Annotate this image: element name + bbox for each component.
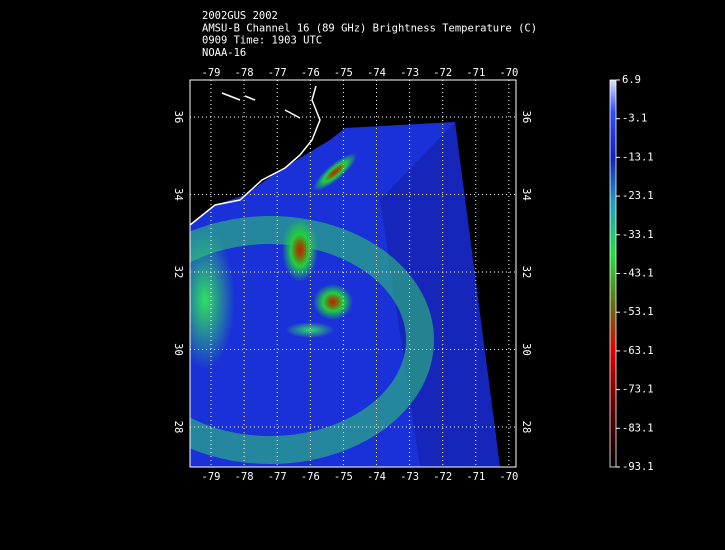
lon-label: -77 (268, 67, 287, 79)
colorbar-label: -13.1 (622, 151, 654, 163)
lon-label: -73 (400, 471, 419, 483)
lon-label: -75 (334, 471, 353, 483)
lon-label: -71 (466, 67, 485, 79)
lon-label: -73 (400, 67, 419, 79)
colorbar-label: -93.1 (622, 461, 654, 473)
colorbar-label: -3.1 (622, 113, 647, 125)
convection (282, 218, 318, 282)
lon-label: -70 (499, 471, 518, 483)
lat-label: 34 (172, 188, 184, 201)
lat-label: 36 (520, 111, 532, 124)
lon-label: -77 (268, 471, 287, 483)
colorbar-label: 6.9 (622, 74, 641, 86)
colorbar-label: -33.1 (622, 229, 654, 241)
colorbar-label: -63.1 (622, 345, 654, 357)
convection (312, 152, 358, 192)
coastline (190, 85, 321, 226)
rainband (190, 216, 434, 464)
lon-label: -78 (235, 471, 254, 483)
colorbar-label: -23.1 (622, 190, 654, 202)
rain-area (285, 322, 335, 338)
colorbar-label: -43.1 (622, 268, 654, 280)
lon-label: -74 (367, 471, 386, 483)
colorbar-label: -83.1 (622, 422, 654, 434)
header-line: NOAA-16 (202, 47, 246, 59)
lon-label: -79 (202, 471, 221, 483)
lon-label: -78 (235, 67, 254, 79)
convection (313, 284, 353, 320)
lat-label: 32 (172, 266, 184, 279)
lat-label: 30 (520, 343, 532, 356)
lat-label: 36 (172, 111, 184, 124)
header-line: AMSU-B Channel 16 (89 GHz) Brightness Te… (202, 22, 537, 34)
lon-label: -75 (334, 67, 353, 79)
lon-label: -72 (433, 67, 452, 79)
lat-label: 34 (520, 188, 532, 201)
lon-label: -76 (301, 67, 320, 79)
rain-area (190, 230, 235, 370)
header-line: 0909 Time: 1903 UTC (202, 35, 322, 47)
colorbar (609, 79, 617, 468)
lat-label: 32 (520, 266, 532, 279)
colorbar-labels: 6.9 -3.1 -13.1 -23.1 -33.1 -43.1 -53.1 -63.1 -73… (616, 74, 654, 473)
lon-label: -74 (367, 67, 386, 79)
lon-label: -79 (202, 67, 221, 79)
colorbar-label: -53.1 (622, 306, 654, 318)
graticule: -79 -79 -78 -78 -77 -77 -76 -76 -75 -75 -74 -74 -73 -… (172, 67, 532, 483)
colorbar-label: -73.1 (622, 384, 654, 396)
lat-label: 28 (520, 421, 532, 434)
lon-label: -70 (499, 67, 518, 79)
lon-label: -76 (301, 471, 320, 483)
lat-label: 30 (172, 343, 184, 356)
lon-label: -71 (466, 471, 485, 483)
map-frame (189, 79, 517, 468)
lat-label: 28 (172, 421, 184, 434)
header-line: 2002GUS 2002 (202, 10, 278, 22)
lon-label: -72 (433, 471, 452, 483)
